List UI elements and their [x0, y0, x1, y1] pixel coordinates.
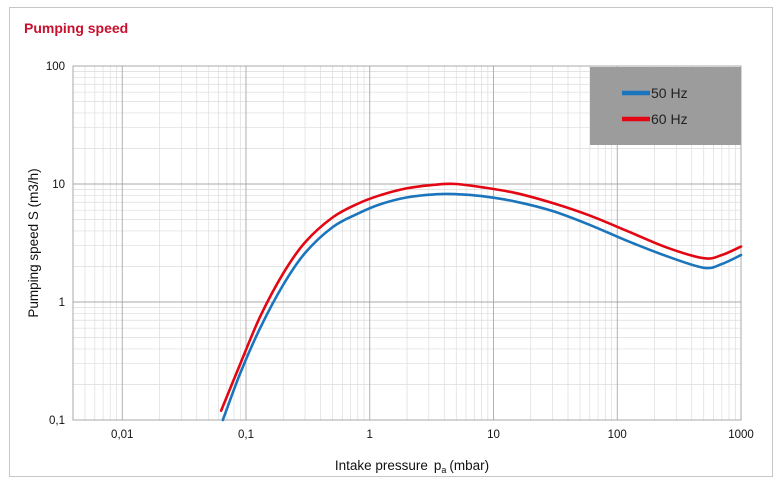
series-group — [219, 182, 743, 422]
x-axis-title-symbol: p — [434, 458, 442, 473]
x-tick-label: 1000 — [728, 429, 754, 441]
x-tick-label: 1 — [367, 429, 373, 441]
tick-labels: 0,01 0,1 1 10 100 1000 0,1 1 10 100 — [46, 61, 754, 441]
y-tick-label: 1 — [59, 297, 65, 309]
legend: 50 Hz 60 Hz — [590, 67, 741, 145]
x-axis-title-subscript: a — [441, 465, 446, 475]
x-tick-label: 0,01 — [111, 429, 133, 441]
legend-label: 60 Hz — [651, 111, 688, 127]
x-axis-title-text: Intake pressure — [335, 458, 428, 473]
y-tick-label: 10 — [52, 179, 65, 191]
x-tick-label: 10 — [487, 429, 500, 441]
legend-background — [590, 67, 741, 145]
grid — [72, 65, 742, 421]
x-axis-title: Intake pressure pa (mbar) — [335, 458, 489, 475]
x-tick-label: 100 — [608, 429, 627, 441]
plot-border — [72, 65, 742, 421]
legend-label: 50 Hz — [651, 85, 688, 101]
x-tick-label: 0,1 — [238, 429, 254, 441]
series-line-60-hz — [219, 182, 743, 412]
y-tick-label: 100 — [46, 61, 65, 73]
series-line-50-hz — [221, 192, 743, 422]
y-tick-label: 0,1 — [49, 415, 65, 427]
x-axis-title-unit: (mbar) — [449, 458, 489, 473]
y-axis-title: Pumping speed S (m3/h) — [26, 168, 41, 317]
chart-title: Pumping speed — [24, 20, 129, 36]
